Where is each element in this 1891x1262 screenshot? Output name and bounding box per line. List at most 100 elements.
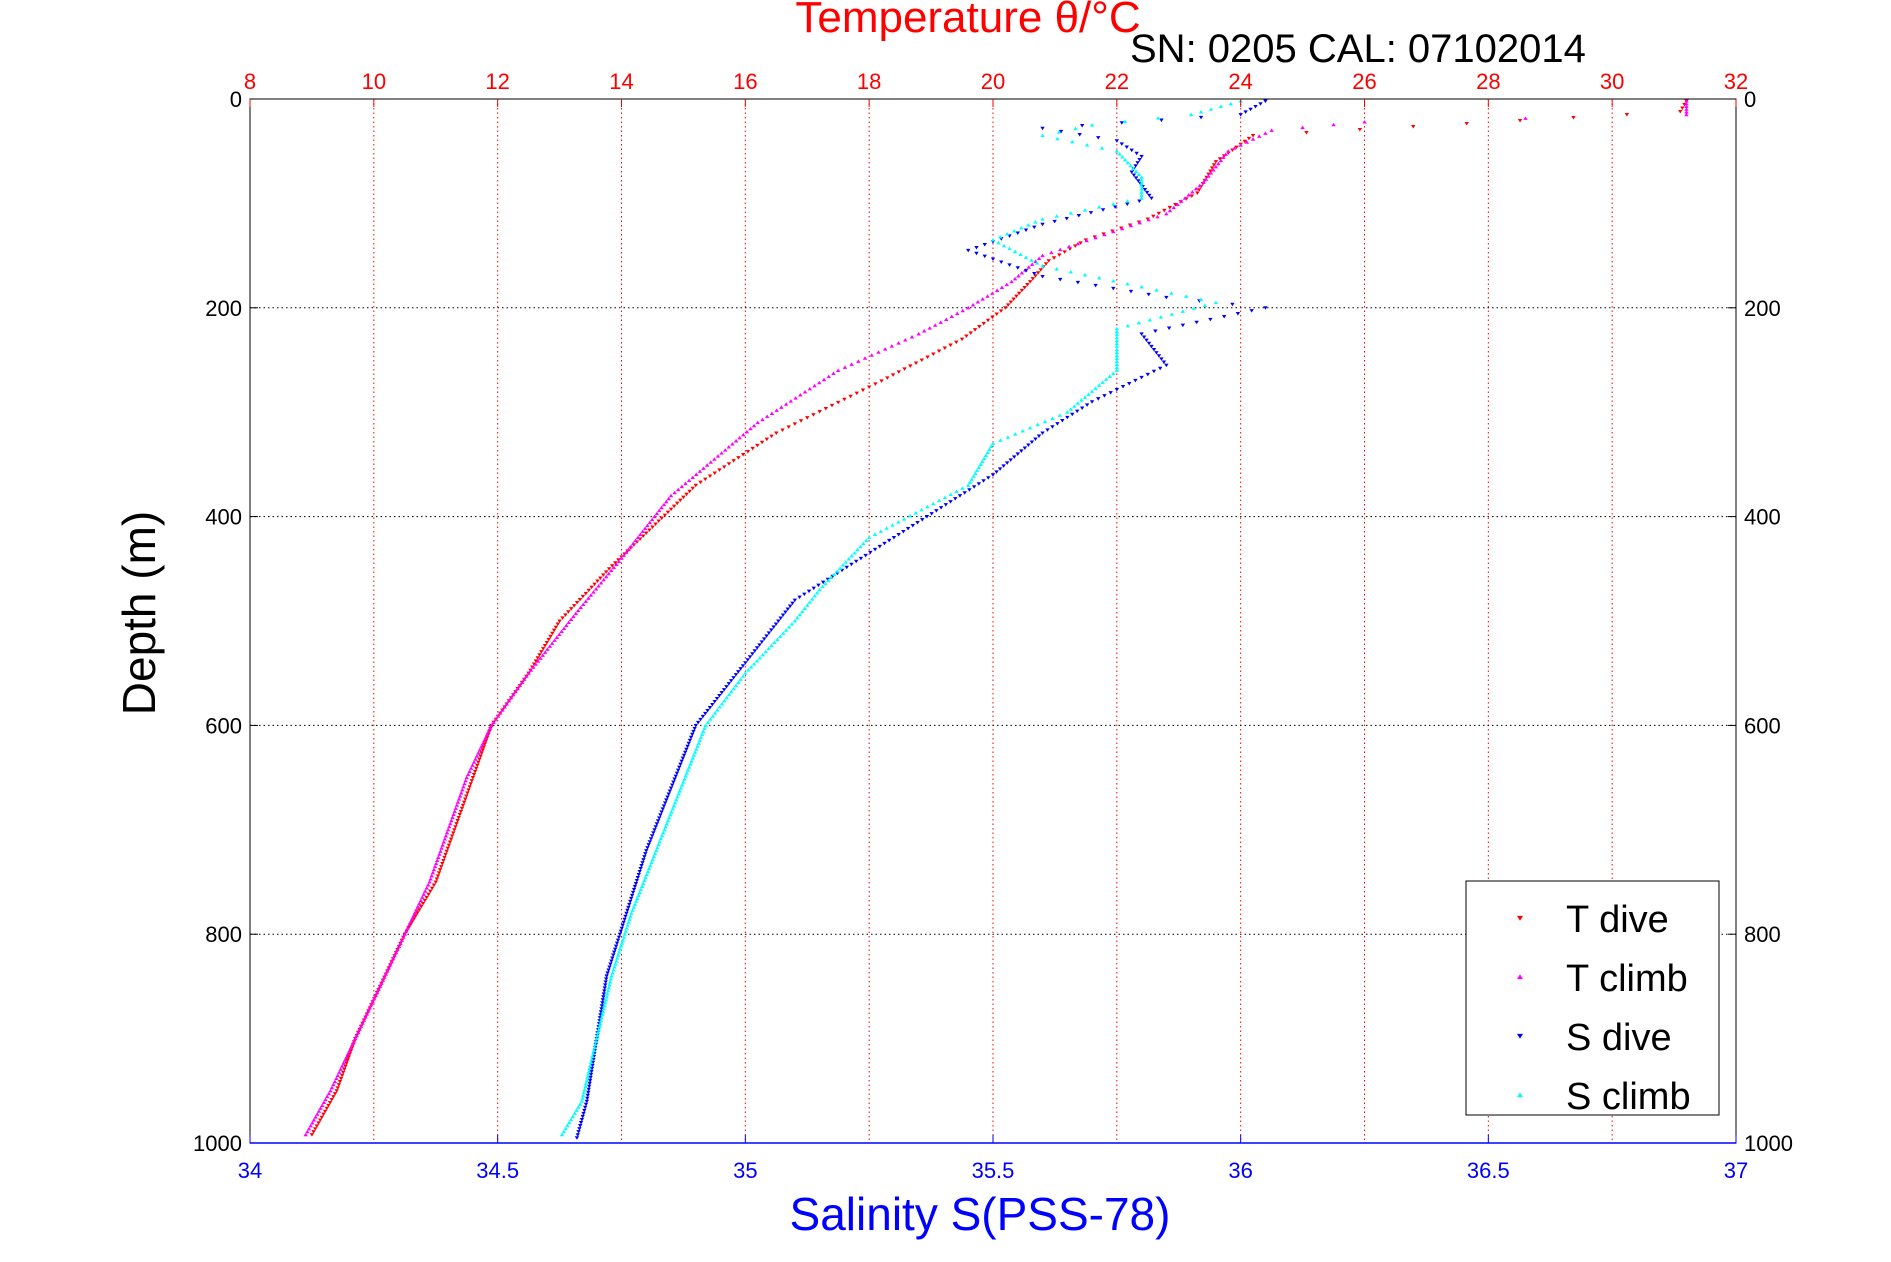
data-point — [1038, 268, 1043, 272]
data-point — [311, 1130, 316, 1134]
data-point — [703, 477, 708, 482]
data-point — [805, 416, 810, 420]
data-point — [1144, 190, 1150, 195]
data-point — [604, 994, 609, 999]
data-point — [1127, 381, 1132, 386]
data-point — [1111, 202, 1116, 206]
data-point — [348, 1045, 354, 1050]
data-point — [453, 825, 458, 829]
data-point — [973, 471, 978, 475]
data-point — [632, 884, 638, 889]
data-point — [604, 974, 609, 978]
data-point — [357, 1027, 362, 1031]
data-point — [1108, 391, 1113, 395]
data-point — [686, 765, 692, 769]
data-point — [954, 340, 959, 345]
data-point — [866, 535, 872, 540]
data-point — [760, 652, 766, 657]
data-point — [1012, 276, 1018, 281]
data-point — [443, 833, 449, 838]
data-point — [454, 822, 459, 826]
data-point — [896, 370, 901, 374]
data-point — [981, 456, 987, 460]
data-point — [698, 735, 704, 739]
chart-subtitle: SN: 0205 CAL: 07102014 — [1130, 27, 1586, 71]
data-point — [719, 701, 725, 706]
data-point — [1190, 189, 1195, 194]
data-point — [1523, 116, 1528, 120]
data-point — [719, 451, 724, 455]
data-point — [812, 383, 817, 388]
data-point — [721, 688, 727, 692]
data-point — [854, 391, 859, 396]
data-point — [594, 1036, 599, 1041]
data-point — [913, 361, 919, 365]
data-point — [584, 1078, 590, 1082]
data-point — [786, 625, 792, 629]
data-point — [1016, 273, 1021, 278]
data-point — [887, 538, 892, 543]
data-point — [602, 1003, 607, 1008]
data-point — [715, 454, 721, 458]
data-point — [810, 597, 815, 601]
data-point — [653, 825, 658, 829]
data-point — [626, 905, 631, 910]
data-point — [891, 535, 897, 540]
data-point — [869, 353, 874, 357]
data-point — [1089, 389, 1095, 393]
data-point — [452, 828, 457, 832]
data-point — [766, 631, 772, 635]
data-point — [331, 1095, 336, 1099]
data-point — [589, 1069, 594, 1074]
data-point — [473, 766, 479, 771]
data-point — [769, 643, 774, 648]
data-point — [313, 1127, 318, 1131]
data-point — [1022, 285, 1027, 290]
data-point — [910, 524, 916, 528]
data-point — [766, 646, 771, 651]
data-point — [1009, 279, 1014, 284]
data-point — [424, 886, 429, 890]
data-point — [1139, 190, 1144, 194]
data-point — [717, 704, 722, 709]
data-point — [331, 1082, 336, 1087]
data-point — [1082, 208, 1088, 212]
data-point — [445, 846, 450, 851]
data-point — [740, 453, 746, 457]
data-point — [1155, 116, 1161, 120]
data-point — [657, 816, 662, 820]
data-point — [1011, 297, 1016, 302]
data-point — [741, 432, 746, 437]
data-point — [588, 1072, 594, 1077]
data-point — [679, 783, 685, 787]
data-point — [772, 640, 777, 645]
data-point — [600, 1001, 605, 1005]
data-point — [726, 445, 732, 449]
data-point — [339, 1064, 345, 1068]
data-point — [1117, 152, 1122, 156]
data-point — [1133, 378, 1138, 383]
data-point — [643, 852, 648, 856]
data-point — [1129, 170, 1134, 175]
data-point — [1001, 243, 1007, 248]
data-point — [584, 1099, 590, 1104]
data-point — [671, 803, 677, 808]
data-point — [417, 901, 422, 906]
data-point — [590, 1054, 595, 1059]
data-point — [1029, 258, 1034, 262]
data-point — [688, 762, 693, 766]
data-point — [1019, 271, 1025, 275]
data-point — [832, 572, 837, 576]
data-point — [649, 860, 654, 865]
data-point — [442, 855, 447, 860]
data-point — [676, 792, 681, 796]
data-point — [986, 476, 991, 480]
data-point — [659, 833, 665, 838]
data-point — [1208, 171, 1214, 175]
data-point — [684, 771, 690, 775]
data-point — [588, 593, 594, 597]
data-point — [469, 779, 475, 783]
data-point — [613, 561, 618, 565]
data-point — [751, 662, 757, 666]
data-point — [1139, 181, 1144, 185]
